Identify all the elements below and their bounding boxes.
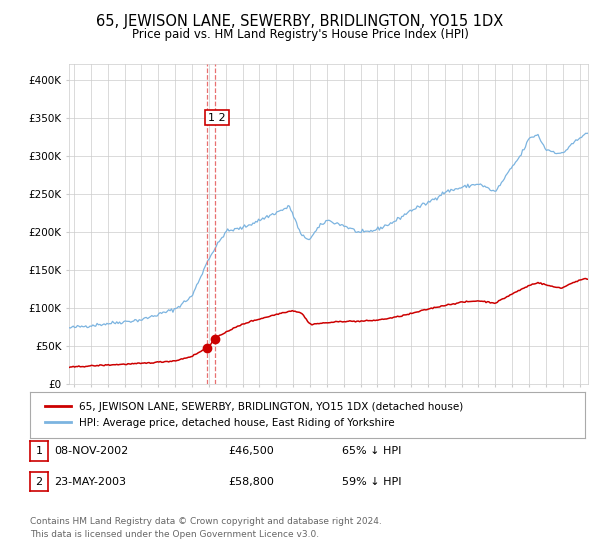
Text: £46,500: £46,500 xyxy=(228,446,274,456)
Text: 59% ↓ HPI: 59% ↓ HPI xyxy=(342,477,401,487)
Text: 23-MAY-2003: 23-MAY-2003 xyxy=(54,477,126,487)
Text: Contains HM Land Registry data © Crown copyright and database right 2024.
This d: Contains HM Land Registry data © Crown c… xyxy=(30,517,382,539)
Text: 08-NOV-2002: 08-NOV-2002 xyxy=(54,446,128,456)
Text: Price paid vs. HM Land Registry's House Price Index (HPI): Price paid vs. HM Land Registry's House … xyxy=(131,28,469,41)
Text: 65% ↓ HPI: 65% ↓ HPI xyxy=(342,446,401,456)
Legend: 65, JEWISON LANE, SEWERBY, BRIDLINGTON, YO15 1DX (detached house), HPI: Average : 65, JEWISON LANE, SEWERBY, BRIDLINGTON, … xyxy=(41,398,468,432)
Text: 2: 2 xyxy=(35,477,43,487)
Text: 1 2: 1 2 xyxy=(208,113,226,123)
Text: £58,800: £58,800 xyxy=(228,477,274,487)
Text: 65, JEWISON LANE, SEWERBY, BRIDLINGTON, YO15 1DX: 65, JEWISON LANE, SEWERBY, BRIDLINGTON, … xyxy=(97,14,503,29)
Text: 1: 1 xyxy=(35,446,43,456)
